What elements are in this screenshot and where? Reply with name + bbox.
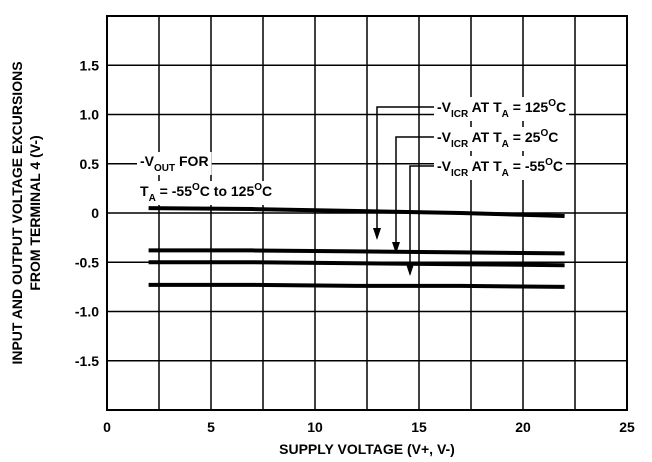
annotation: -VICR AT TA = -55OC [437,157,563,179]
x-axis-label: SUPPLY VOLTAGE (V+, V-) [279,441,455,457]
y-tick-label: -0.5 [75,254,99,270]
y-tick-label: 1.0 [80,107,100,123]
annotation: -VICR AT TA = 25OC [437,128,558,150]
x-tick-label: 20 [515,419,531,435]
leader-line [409,165,437,274]
y-tick-label: -1.0 [75,304,99,320]
annotation-part: = 125 [509,99,549,115]
y-axis-label: FROM TERMINAL 4 (V-) [27,135,43,290]
arrow-head [392,242,400,254]
arrow-head [373,228,381,240]
x-tick-label: 25 [619,419,635,435]
plot-frame [106,15,628,411]
data-line [148,282,565,289]
annotation-part: T [140,183,149,199]
annotation-part: O [254,182,262,193]
annotation-part: AT T [468,99,502,115]
annotation-part: O [540,128,548,139]
annotation: -VICR AT TA = 125OC [437,98,566,120]
annotation-part: -V [437,129,452,145]
annotation: -VOUT FOR [140,153,209,174]
annotation-part: C [556,99,566,115]
annotation: TA = -55OC to 125OC [140,182,272,204]
annotation-part: OUT [154,163,175,174]
x-tick-label: 0 [103,419,111,435]
y-tick-label: 0.5 [80,156,100,172]
annotation-part: C to 125 [200,183,255,199]
annotation-background [434,97,570,121]
annotation-part: A [502,109,509,120]
y-axis-label: INPUT AND OUTPUT VOLTAGE EXCURSIONS [9,61,25,364]
annotation-background [137,181,276,205]
annotation-part: O [192,182,200,193]
annotation-part: AT T [468,158,502,174]
data-line [148,248,565,256]
annotation-part: ICR [451,139,469,150]
annotation-part: O [545,157,553,168]
y-tick-label: 1.5 [80,57,100,73]
annotation-part: A [502,139,509,150]
annotation-part: FOR [175,153,208,169]
annotation-part: C [553,158,563,174]
y-tick-label: -1.5 [75,353,99,369]
y-tick-label: 0 [91,205,99,221]
data-line [148,206,565,218]
annotation-part: ICR [451,168,469,179]
annotation-part: AT T [468,129,502,145]
arrow-head [406,264,414,276]
annotation-part: -V [140,153,155,169]
annotation-part: C [262,183,272,199]
annotation-part: = -55 [509,158,545,174]
annotation-background [434,156,567,180]
annotation-background [434,127,562,151]
data-line [148,260,565,268]
annotation-part: -V [437,158,452,174]
x-tick-label: 5 [207,419,215,435]
leader-line [376,106,437,238]
annotation-part: ICR [451,109,469,120]
annotation-part: A [149,193,156,204]
annotation-part: O [548,98,556,109]
annotation-background [137,152,212,175]
x-tick-label: 10 [307,419,323,435]
annotation-part: = -55 [156,183,192,199]
leader-line [395,136,437,252]
annotation-part: = 25 [509,129,541,145]
annotation-part: A [502,168,509,179]
x-tick-label: 15 [411,419,427,435]
annotation-part: -V [437,99,452,115]
annotation-part: C [548,129,558,145]
